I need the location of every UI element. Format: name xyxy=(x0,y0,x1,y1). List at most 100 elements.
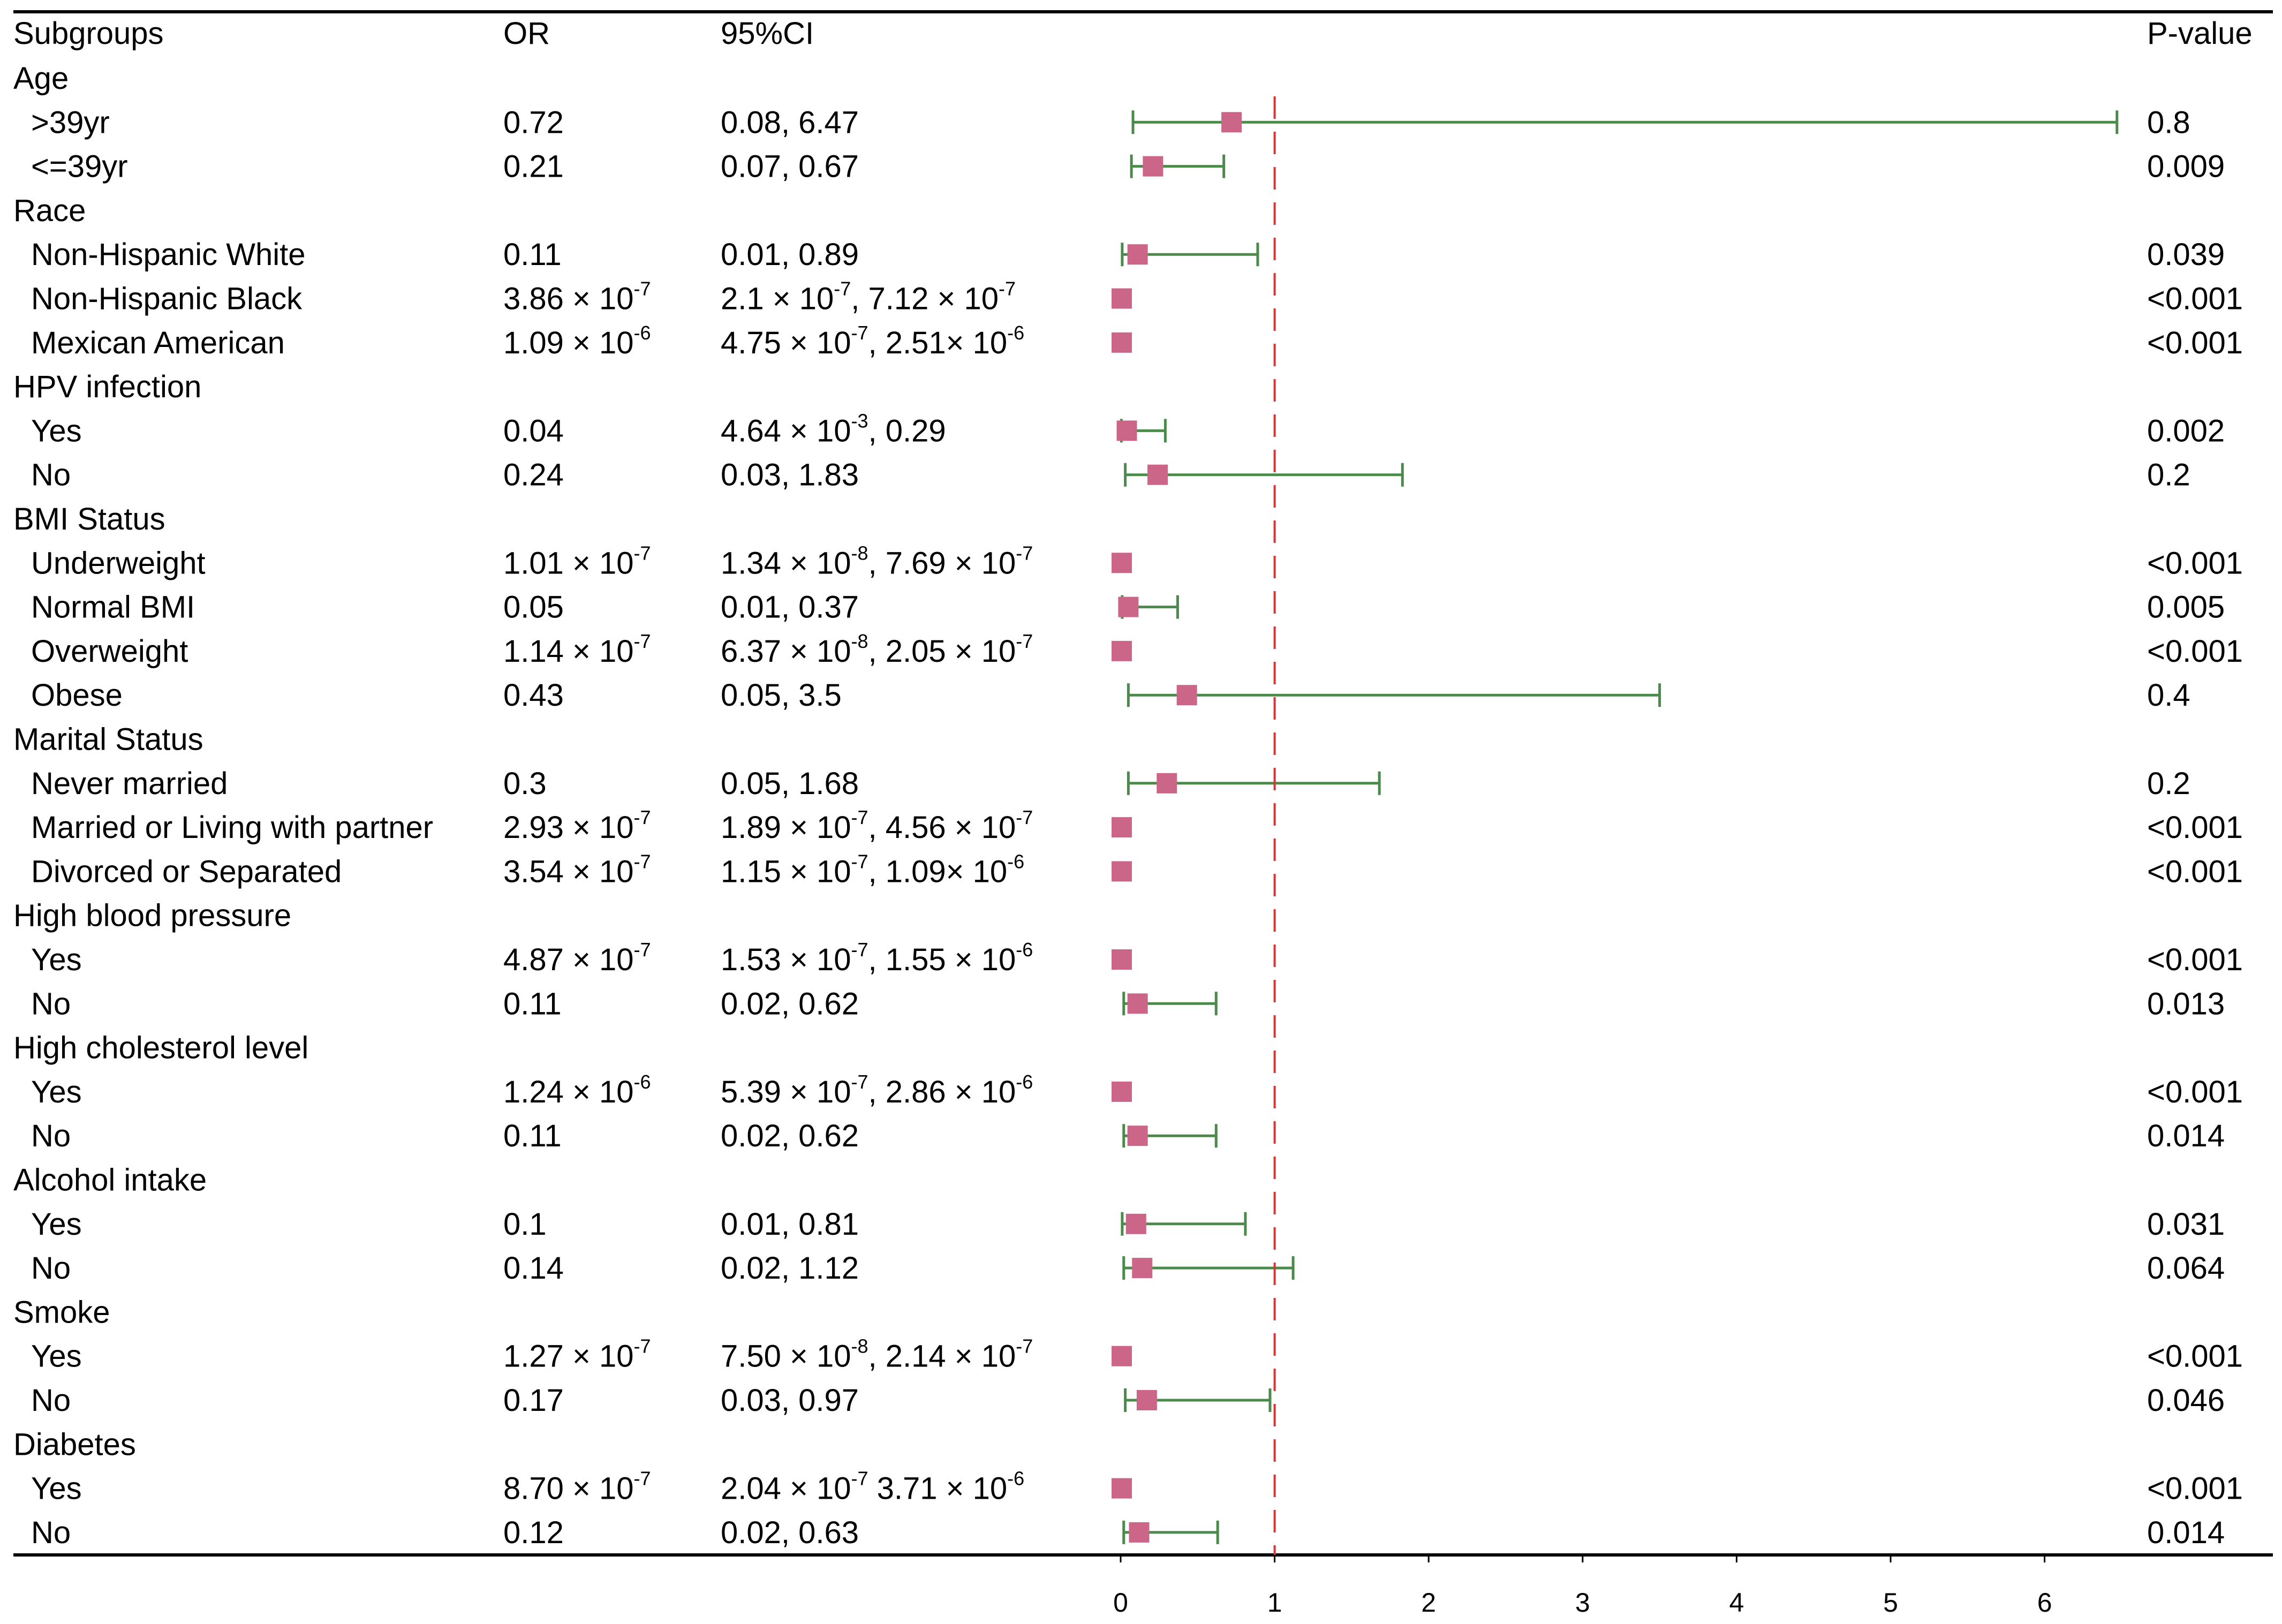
x-tick-label: 4 xyxy=(1729,1588,1744,1618)
exponent: -7 xyxy=(834,278,851,300)
subgroup-label: Married or Living with partner xyxy=(31,810,433,845)
p-value: <0.001 xyxy=(2147,942,2243,977)
p-value: 0.8 xyxy=(2147,105,2190,140)
group-label: Alcohol intake xyxy=(13,1163,207,1198)
value-text: 0.04 xyxy=(503,413,564,448)
or-value: 0.12 xyxy=(503,1515,564,1550)
subgroup-label: Yes xyxy=(31,942,82,977)
exponent: -7 xyxy=(851,850,868,872)
value-text: 0.08, 6.47 xyxy=(721,105,859,140)
p-value: 0.014 xyxy=(2147,1119,2225,1153)
value-text: , 1.55 × 10 xyxy=(868,942,1016,977)
p-value: <0.001 xyxy=(2147,854,2243,889)
p-value: 0.002 xyxy=(2147,413,2225,448)
exponent: -7 xyxy=(851,1468,868,1490)
p-value: 0.4 xyxy=(2147,678,2190,713)
or-marker xyxy=(1112,553,1132,573)
or-value: 4.87 × 10-7 xyxy=(503,939,651,977)
value-text: 0.02, 0.63 xyxy=(721,1515,859,1550)
value-text: 0.02, 0.62 xyxy=(721,986,859,1021)
or-value: 1.27 × 10-7 xyxy=(503,1335,651,1374)
value-text: 0.07, 0.67 xyxy=(721,149,859,184)
value-text: 0.72 xyxy=(503,105,564,140)
p-value: <0.001 xyxy=(2147,1075,2243,1109)
or-value: 0.43 xyxy=(503,678,564,713)
x-tick-label: 2 xyxy=(1421,1588,1436,1618)
ci-value: 0.01, 0.89 xyxy=(721,237,859,272)
value-text: 1.53 × 10 xyxy=(721,942,851,977)
ci-value: 4.75 × 10-7, 2.51× 10-6 xyxy=(721,322,1024,360)
or-marker xyxy=(1112,1478,1132,1499)
subgroup-label: Non-Hispanic White xyxy=(31,237,306,272)
ci-value: 7.50 × 10-8, 2.14 × 10-7 xyxy=(721,1335,1033,1374)
header-subgroups: Subgroups xyxy=(13,16,164,51)
exponent: -7 xyxy=(851,1071,868,1093)
or-marker xyxy=(1127,1126,1148,1146)
value-text: 1.89 × 10 xyxy=(721,810,851,845)
value-text: 0.01, 0.89 xyxy=(721,237,859,272)
value-text: 2.1 × 10 xyxy=(721,282,834,316)
ci-value: 0.02, 1.12 xyxy=(721,1251,859,1286)
value-text: 1.15 × 10 xyxy=(721,854,851,889)
value-text: 8.70 × 10 xyxy=(503,1471,634,1506)
value-text: 0.24 xyxy=(503,458,564,493)
or-marker xyxy=(1112,640,1132,661)
value-text: , 4.56 × 10 xyxy=(868,810,1016,845)
or-value: 0.11 xyxy=(503,237,562,272)
or-value: 0.11 xyxy=(503,1119,562,1153)
subgroup-label: Mexican American xyxy=(31,326,285,360)
exponent: -6 xyxy=(1007,322,1024,344)
value-text: , 2.86 × 10 xyxy=(868,1075,1016,1109)
x-tick-label: 1 xyxy=(1267,1588,1282,1618)
exponent: -7 xyxy=(634,278,651,300)
value-text: 1.01 × 10 xyxy=(503,546,634,580)
value-text: 0.01, 0.81 xyxy=(721,1207,859,1242)
or-marker xyxy=(1136,1390,1157,1410)
p-value: <0.001 xyxy=(2147,1471,2243,1506)
or-marker xyxy=(1116,420,1137,441)
subgroup-label: Yes xyxy=(31,1339,82,1374)
ci-value: 0.05, 3.5 xyxy=(721,678,842,713)
or-marker xyxy=(1112,1346,1132,1366)
ci-value: 1.34 × 10-8, 7.69 × 10-7 xyxy=(721,542,1033,580)
value-text: 1.34 × 10 xyxy=(721,546,851,580)
ci-value: 0.02, 0.63 xyxy=(721,1515,859,1550)
p-value: 0.031 xyxy=(2147,1207,2225,1242)
exponent: -7 xyxy=(634,630,651,652)
exponent: -8 xyxy=(851,1335,868,1357)
p-value: 0.2 xyxy=(2147,458,2190,493)
ci-value: 5.39 × 10-7, 2.86 × 10-6 xyxy=(721,1071,1033,1109)
or-marker xyxy=(1147,464,1168,485)
or-marker xyxy=(1176,685,1197,706)
value-text: 7.50 × 10 xyxy=(721,1339,851,1374)
value-text: 1.24 × 10 xyxy=(503,1075,634,1109)
value-text: 0.05 xyxy=(503,590,564,625)
header-p-value: P-value xyxy=(2147,16,2253,51)
exponent: -7 xyxy=(999,278,1016,300)
or-value: 0.72 xyxy=(503,105,564,140)
value-text: 5.39 × 10 xyxy=(721,1075,851,1109)
x-tick-label: 0 xyxy=(1113,1588,1128,1618)
p-value: 0.039 xyxy=(2147,237,2225,272)
or-marker xyxy=(1143,156,1163,177)
ci-value: 4.64 × 10-3, 0.29 xyxy=(721,410,946,448)
exponent: -6 xyxy=(1007,1468,1024,1490)
or-value: 0.17 xyxy=(503,1383,564,1418)
value-text: 0.11 xyxy=(503,986,562,1021)
table-rows: Age >39yr 0.72 0.08, 6.47 0.8 <=39yr 0.21 0.07,… xyxy=(13,61,2243,1550)
ci-value: 0.08, 6.47 xyxy=(721,105,859,140)
value-text: 0.17 xyxy=(503,1383,564,1418)
exponent: -7 xyxy=(851,322,868,344)
or-value: 0.14 xyxy=(503,1251,564,1286)
or-marker xyxy=(1127,244,1148,265)
subgroup-label: Yes xyxy=(31,413,82,448)
value-text: 1.14 × 10 xyxy=(503,634,634,669)
value-text: 0.43 xyxy=(503,678,564,713)
value-text: 3.71 × 10 xyxy=(868,1471,1008,1506)
value-text: 0.01, 0.37 xyxy=(721,590,859,625)
value-text: 0.03, 1.83 xyxy=(721,458,859,493)
or-value: 0.3 xyxy=(503,766,547,801)
ci-value: 0.02, 0.62 xyxy=(721,986,859,1021)
p-value: 0.005 xyxy=(2147,590,2225,625)
x-axis: 0 1 2 3 4 5 6 xyxy=(1113,1555,2052,1618)
